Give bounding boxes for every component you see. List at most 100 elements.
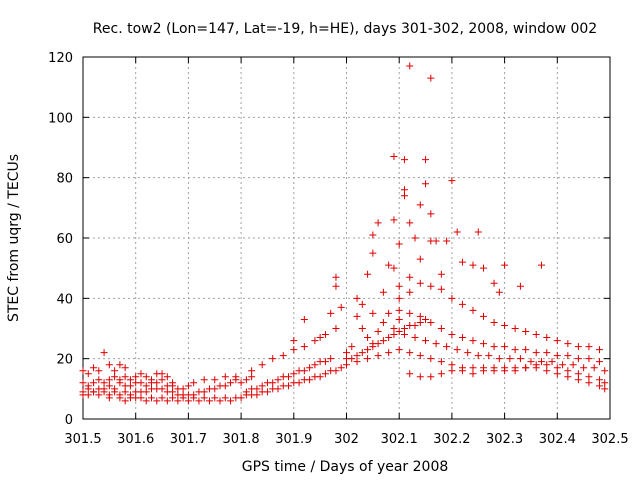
data-point [395,306,403,314]
data-point [416,279,424,287]
data-point [374,340,382,348]
data-point [427,210,435,218]
data-point [95,391,103,399]
data-point [137,379,145,387]
data-point [316,373,324,381]
chart-title: Rec. tow2 (Lon=147, Lat=-19, h=HE), days… [93,21,597,37]
data-point [437,285,445,293]
data-point [90,388,98,396]
data-point [395,346,403,354]
data-point [200,394,208,402]
data-point [300,343,308,351]
data-point [364,270,372,278]
data-point [416,352,424,360]
data-point [553,352,561,360]
data-point [269,355,277,363]
data-point [390,325,398,332]
data-point [184,382,192,390]
data-point [564,340,572,348]
data-point [116,379,124,387]
data-point [121,364,129,372]
data-point [321,358,329,366]
data-point [337,364,345,372]
data-point [290,337,298,345]
data-point [564,373,572,381]
data-point [290,346,298,354]
data-point [248,367,256,375]
y-tick-label: 20 [56,353,73,368]
data-point [142,388,150,396]
data-point [358,349,366,357]
data-point [332,367,340,375]
y-tick-label: 60 [56,232,73,247]
data-point [427,318,435,326]
data-point [511,325,519,332]
data-point [474,228,482,236]
data-point [543,349,551,357]
data-point [248,373,256,381]
data-point [406,273,414,281]
data-point [559,361,567,369]
x-tick-label: 302.4 [539,432,576,447]
data-point [105,376,113,384]
data-point [211,394,219,402]
data-point [395,315,403,323]
data-point [111,373,119,381]
data-point [469,337,477,345]
data-point [574,355,582,363]
data-point [353,352,361,360]
data-point [379,318,387,326]
data-point [321,370,329,378]
data-point [522,364,530,372]
data-point [501,343,509,351]
data-point [158,376,166,384]
data-point [300,367,308,375]
data-point [453,228,461,236]
data-point [200,388,208,396]
data-point [574,343,582,351]
data-point [569,361,577,369]
x-tick-label: 301.9 [275,432,312,447]
data-point [374,352,382,360]
data-point [111,388,119,396]
data-point [126,376,134,384]
data-point [374,219,382,227]
x-tick-label: 301.6 [117,432,154,447]
data-point [184,397,192,405]
data-point [406,219,414,227]
data-point [601,367,609,375]
data-point [448,367,456,375]
data-point [400,192,408,200]
data-point [574,370,582,378]
data-point [400,186,408,194]
data-point [495,355,503,363]
data-point [427,355,435,363]
data-point [406,309,414,317]
data-point [532,364,540,372]
y-axis-label: STEC from uqrg / TECUs [6,154,22,322]
data-point [179,394,187,402]
data-point [100,349,108,357]
data-points [79,62,609,405]
data-point [480,312,488,320]
data-point [353,358,361,366]
data-point [274,385,282,393]
data-point [485,352,493,360]
data-point [390,331,398,339]
data-point [516,355,524,363]
data-point [490,318,498,326]
data-point [153,397,161,405]
data-point [585,373,593,381]
y-tick-label: 0 [65,413,73,428]
data-point [400,331,408,339]
data-point [379,337,387,345]
data-point [480,340,488,348]
data-point [422,337,430,345]
data-point [469,370,477,378]
data-point [316,334,324,342]
data-point [84,370,92,378]
data-point [595,346,603,354]
data-point [543,367,551,375]
data-point [327,309,335,317]
